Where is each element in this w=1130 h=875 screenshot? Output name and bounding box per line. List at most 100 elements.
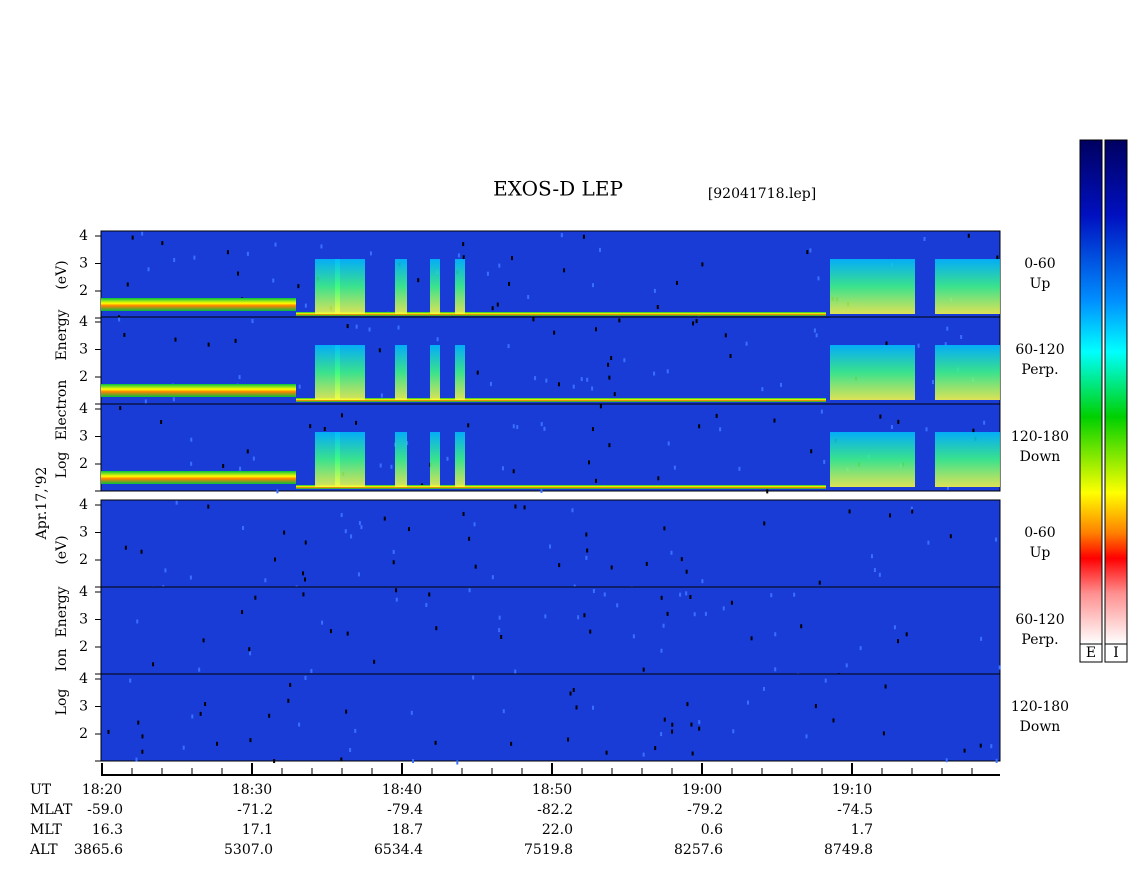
burst bbox=[935, 432, 1000, 487]
noise bbox=[310, 669, 312, 673]
burst bbox=[430, 432, 440, 487]
row-value: 19:00 bbox=[682, 782, 722, 798]
title: EXOS-D LEP bbox=[493, 177, 623, 201]
y-axis-label: Ion bbox=[54, 649, 70, 672]
noise bbox=[676, 281, 678, 285]
noise bbox=[275, 243, 277, 247]
pitch-label: Perp. bbox=[1021, 362, 1058, 378]
pitch-label: Down bbox=[1020, 449, 1061, 465]
y-tick-label: 3 bbox=[79, 525, 88, 541]
noise bbox=[369, 327, 371, 331]
noise bbox=[321, 621, 323, 625]
burst bbox=[830, 432, 865, 487]
noise bbox=[823, 460, 825, 464]
noise bbox=[239, 375, 241, 379]
pitch-label: Up bbox=[1030, 276, 1051, 292]
noise bbox=[567, 738, 569, 742]
noise bbox=[396, 598, 398, 602]
noise bbox=[447, 457, 449, 461]
noise bbox=[435, 626, 437, 630]
noise bbox=[592, 706, 594, 710]
noise bbox=[198, 668, 200, 672]
noise bbox=[305, 304, 307, 308]
y-axis-label: Energy bbox=[54, 309, 70, 360]
burst bbox=[335, 432, 365, 487]
row-value: 18:20 bbox=[82, 782, 122, 798]
noise bbox=[817, 276, 819, 280]
y-tick-label: 3 bbox=[79, 342, 88, 358]
noise bbox=[204, 702, 206, 706]
noise bbox=[152, 662, 154, 666]
noise bbox=[248, 647, 250, 651]
y-tick-label: 4 bbox=[79, 497, 88, 513]
noise bbox=[511, 256, 513, 260]
noise bbox=[137, 721, 139, 725]
row-value: -82.2 bbox=[537, 802, 573, 818]
row-value: 19:10 bbox=[832, 782, 872, 798]
noise bbox=[435, 741, 437, 745]
noise bbox=[723, 606, 725, 610]
noise bbox=[689, 595, 691, 599]
noise bbox=[561, 233, 563, 237]
noise bbox=[390, 465, 392, 469]
noise bbox=[174, 338, 176, 342]
row-value: -79.2 bbox=[687, 802, 723, 818]
row-value: 17.1 bbox=[242, 822, 273, 838]
y-tick-label: 2 bbox=[79, 283, 88, 299]
noise bbox=[513, 469, 515, 473]
noise bbox=[585, 533, 587, 537]
noise bbox=[304, 577, 306, 581]
noise bbox=[190, 438, 192, 442]
y-tick-label: 2 bbox=[79, 369, 88, 385]
noise bbox=[173, 258, 175, 262]
noise bbox=[183, 746, 185, 750]
noise bbox=[810, 449, 812, 453]
noise bbox=[477, 371, 479, 375]
y-tick-label: 4 bbox=[79, 228, 88, 244]
noise bbox=[990, 744, 992, 748]
band bbox=[296, 312, 826, 316]
noise bbox=[355, 421, 357, 425]
noise bbox=[618, 318, 620, 322]
noise bbox=[611, 565, 613, 569]
noise bbox=[608, 443, 610, 447]
noise bbox=[141, 232, 143, 236]
noise bbox=[814, 328, 816, 332]
noise bbox=[247, 449, 249, 453]
noise bbox=[964, 749, 966, 753]
noise bbox=[732, 729, 734, 733]
noise bbox=[191, 715, 193, 719]
noise bbox=[595, 479, 597, 483]
noise bbox=[510, 742, 512, 746]
noise bbox=[591, 386, 593, 390]
noise bbox=[302, 571, 304, 575]
noise bbox=[341, 413, 343, 417]
noise bbox=[516, 425, 518, 429]
noise bbox=[646, 562, 648, 566]
noise bbox=[119, 406, 121, 410]
burst bbox=[935, 345, 1000, 400]
noise bbox=[508, 344, 510, 348]
y-tick-label: 4 bbox=[79, 401, 88, 417]
noise bbox=[633, 634, 635, 638]
noise bbox=[132, 236, 134, 240]
noise bbox=[585, 556, 587, 560]
noise bbox=[241, 610, 243, 614]
burst bbox=[430, 259, 440, 314]
noise bbox=[469, 588, 471, 592]
noise bbox=[946, 758, 948, 762]
noise bbox=[558, 382, 560, 386]
noise bbox=[330, 629, 332, 633]
noise bbox=[692, 321, 694, 325]
noise bbox=[107, 730, 109, 734]
noise bbox=[983, 421, 985, 425]
noise bbox=[358, 572, 360, 576]
noise bbox=[595, 327, 597, 331]
noise bbox=[968, 234, 970, 238]
row-value: 22.0 bbox=[542, 822, 573, 838]
noise bbox=[571, 508, 573, 512]
y-axis-label: Log bbox=[54, 689, 70, 716]
row-value: -71.2 bbox=[237, 802, 273, 818]
noise bbox=[190, 576, 192, 580]
noise bbox=[608, 376, 610, 380]
